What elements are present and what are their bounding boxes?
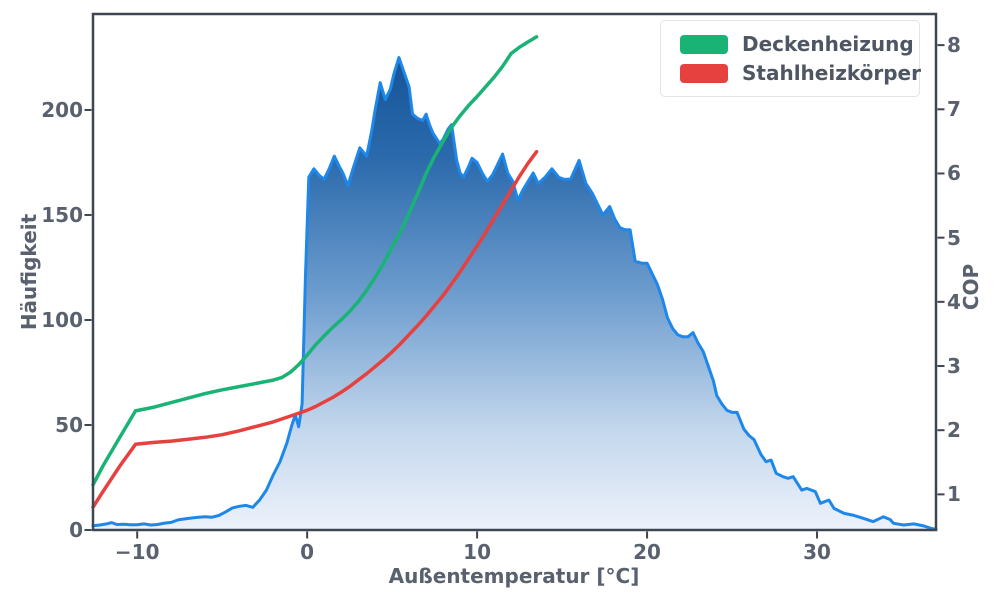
y-left-tick-label: 50 xyxy=(55,412,83,437)
x-axis-label: Außentemperatur [°C] xyxy=(388,564,640,588)
deckenheizung-legend-label: Deckenheizung xyxy=(742,32,914,56)
y-right-tick-label: 4 xyxy=(947,289,961,314)
deckenheizung-color-swatch xyxy=(680,34,728,54)
y-right-tick-label: 6 xyxy=(947,161,961,186)
plot-border xyxy=(91,12,938,532)
stahlheizkoerper-cop-line xyxy=(91,149,539,509)
haeufigkeit-histogram-line xyxy=(91,56,938,531)
y-axis-label-right: COP xyxy=(959,263,983,311)
haeufigkeit-histogram-area xyxy=(93,57,936,530)
y-left-tick-label: 0 xyxy=(69,518,83,542)
x-tick-label: 10 xyxy=(463,540,492,564)
x-tick-label: 30 xyxy=(803,540,831,564)
y-right-tick-label: 2 xyxy=(947,418,961,443)
y-left-tick-label: 100 xyxy=(41,307,83,332)
y-left-tick-label: 150 xyxy=(41,202,83,227)
stahlheizkoerper-legend-label: Stahlheizkörper xyxy=(742,61,921,85)
legend-item-deckenheizung: Deckenheizung xyxy=(680,34,919,54)
legend-item-stahlheizkoerper: Stahlheizkörper xyxy=(680,61,921,85)
stahlheizkoerper-color-swatch xyxy=(680,63,728,83)
y-right-tick-label: 1 xyxy=(947,482,961,507)
y-axis-label-left: Häufigkeit xyxy=(17,213,41,331)
x-tick-label: −10 xyxy=(114,540,160,564)
y-left-tick-label: 200 xyxy=(41,97,83,122)
x-tick-label: 20 xyxy=(633,540,661,564)
y-right-tick-label: 3 xyxy=(947,354,961,379)
legend: Deckenheizung Stahlheizkörper xyxy=(660,20,921,97)
y-right-tick-label: 5 xyxy=(947,225,961,250)
y-right-tick-label: 8 xyxy=(947,33,961,58)
deckenheizung-cop-line xyxy=(91,35,539,487)
y-right-tick-label: 7 xyxy=(947,97,961,122)
x-tick-label: 0 xyxy=(300,540,315,564)
